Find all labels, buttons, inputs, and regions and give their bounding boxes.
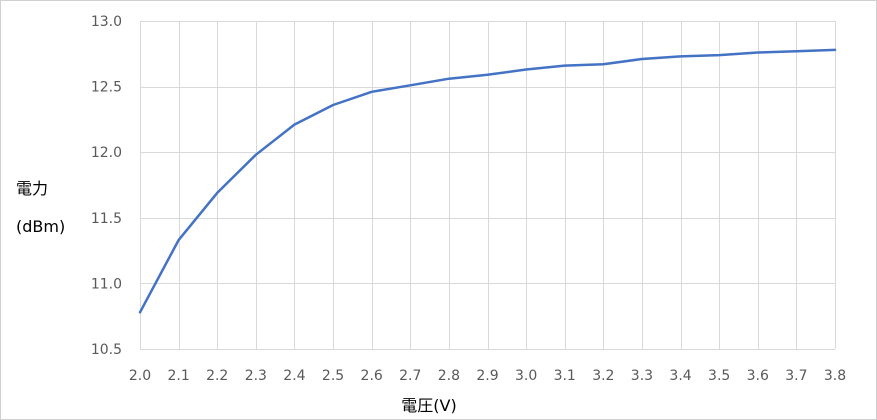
x-tick-label: 3.7 <box>785 368 807 384</box>
x-tick-label: 2.3 <box>245 368 267 384</box>
x-tick-label: 2.2 <box>206 368 228 384</box>
x-tick-label: 2.8 <box>438 368 460 384</box>
y-tick-labels: 10.5 11.0 11.5 12.0 12.5 13.0 <box>91 14 122 358</box>
y-tick-label: 10.5 <box>91 342 122 358</box>
x-tick-labels: 2.0 2.1 2.2 2.3 2.4 2.5 2.6 2.7 2.8 2.9 3.0 3.1 3.2 3… <box>129 368 846 384</box>
x-tick-label: 2.9 <box>476 368 498 384</box>
x-tick-label: 3.0 <box>515 368 537 384</box>
x-tick-label: 2.7 <box>399 368 421 384</box>
x-tick-label: 2.4 <box>283 368 305 384</box>
y-tick-label: 11.0 <box>91 276 122 292</box>
y-axis-title-line2: (dBm) <box>16 217 65 236</box>
x-axis-title: 電圧(V) <box>401 396 456 415</box>
x-tick-label: 2.0 <box>129 368 151 384</box>
horizontal-gridlines <box>140 21 835 350</box>
y-tick-label: 13.0 <box>91 14 122 30</box>
x-tick-label: 3.6 <box>747 368 769 384</box>
x-tick-label: 2.5 <box>322 368 344 384</box>
x-tick-label: 3.1 <box>554 368 576 384</box>
x-tick-label: 2.6 <box>361 368 383 384</box>
y-tick-label: 11.5 <box>91 211 122 227</box>
y-tick-label: 12.0 <box>91 145 122 161</box>
y-tick-label: 12.5 <box>91 80 122 96</box>
series-line <box>138 48 837 314</box>
x-tick-label: 2.1 <box>167 368 189 384</box>
vertical-gridlines <box>140 21 836 349</box>
x-tick-label: 3.4 <box>669 368 691 384</box>
x-tick-label: 3.5 <box>708 368 730 384</box>
series-layer <box>138 48 837 314</box>
x-tick-label: 3.8 <box>824 368 846 384</box>
x-tick-label: 3.2 <box>592 368 614 384</box>
x-tick-label: 3.3 <box>631 368 653 384</box>
y-axis-title-line1: 電力 <box>16 179 48 198</box>
